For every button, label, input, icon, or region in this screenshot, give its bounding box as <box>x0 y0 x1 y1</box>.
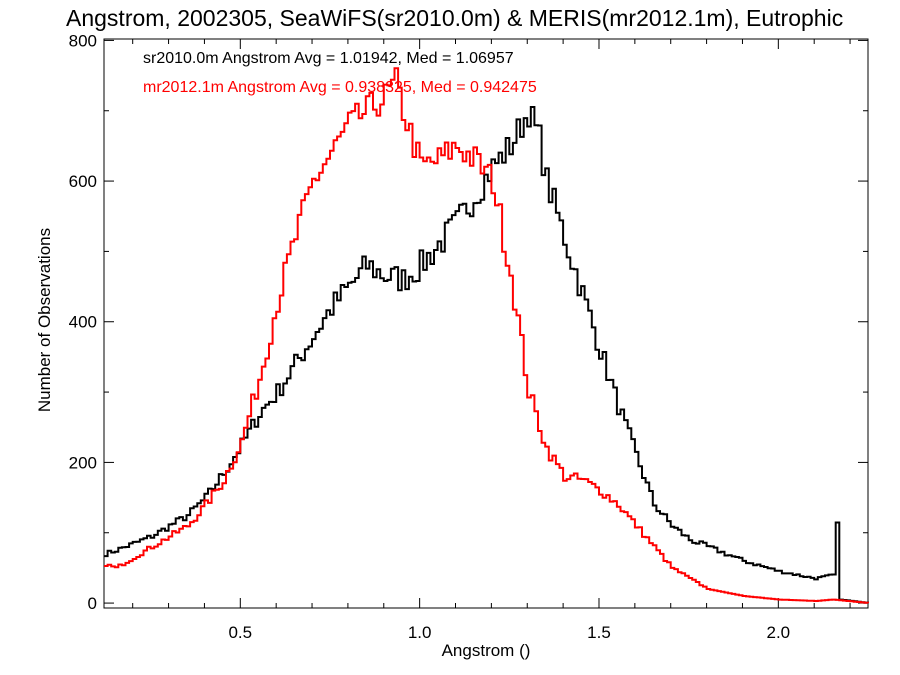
legend-entry-mr2012: mr2012.1m Angstrom Avg = 0.938325, Med =… <box>143 79 537 96</box>
series-line-mr2012.1m <box>104 67 869 604</box>
x-tick-label: 1.0 <box>408 623 432 642</box>
x-axis-label: Angstrom () <box>442 641 531 660</box>
x-tick-label: 2.0 <box>767 623 791 642</box>
y-tick-label: 200 <box>69 453 97 472</box>
plot-frame <box>103 38 869 609</box>
y-tick-label: 0 <box>88 594 97 613</box>
y-tick-label: 400 <box>69 313 97 332</box>
y-tick-label: 800 <box>69 31 97 50</box>
legend-entry-sr2010: sr2010.0m Angstrom Avg = 1.01942, Med = … <box>143 50 514 67</box>
y-axis-label: Number of Observations <box>35 228 54 412</box>
series-lines <box>104 67 869 604</box>
chart-title: Angstrom, 2002305, SeaWiFS(sr2010.0m) & … <box>66 5 843 31</box>
x-tick-label: 0.5 <box>228 623 252 642</box>
series-line-sr2010.0m <box>104 106 869 604</box>
y-tick-label: 600 <box>69 172 97 191</box>
x-tick-label: 1.5 <box>587 623 611 642</box>
axis-ticks: 0.5 1.0 1.5 2.0 0 200 400 600 800 <box>69 31 868 642</box>
